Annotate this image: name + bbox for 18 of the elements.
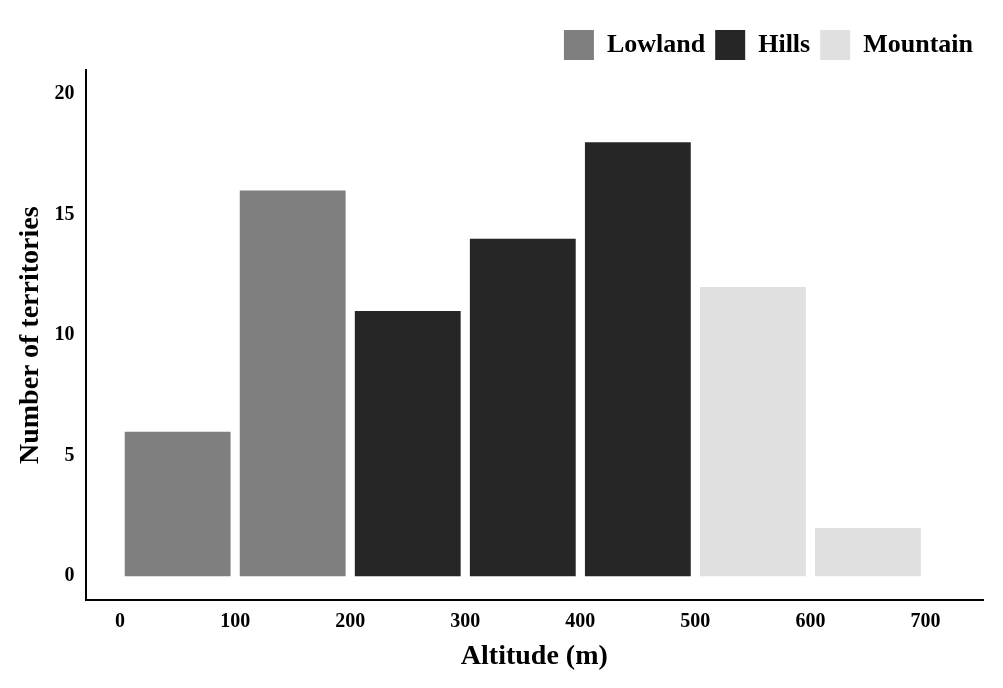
x-axis-title: Altitude (m) bbox=[460, 639, 608, 671]
x-tick-label: 300 bbox=[450, 608, 481, 631]
x-tick-label: 700 bbox=[910, 608, 941, 631]
x-tick-label: 0 bbox=[115, 608, 126, 631]
legend-label: Mountain bbox=[863, 28, 974, 58]
x-tick-label: 200 bbox=[335, 608, 366, 631]
x-tick-label: 600 bbox=[795, 608, 826, 631]
y-tick-label: 15 bbox=[54, 201, 75, 224]
y-axis-title: Number of territories bbox=[13, 206, 45, 464]
y-tick-label: 20 bbox=[54, 81, 75, 104]
legend-label: Hills bbox=[758, 28, 811, 58]
x-tick-label: 400 bbox=[565, 608, 596, 631]
x-tick-label: 100 bbox=[220, 608, 251, 631]
x-tick-label: 500 bbox=[680, 608, 711, 631]
y-tick-label: 5 bbox=[64, 442, 75, 465]
legend-label: Lowland bbox=[606, 28, 706, 58]
y-tick-label: 0 bbox=[64, 563, 75, 586]
y-tick-label: 10 bbox=[54, 322, 75, 345]
